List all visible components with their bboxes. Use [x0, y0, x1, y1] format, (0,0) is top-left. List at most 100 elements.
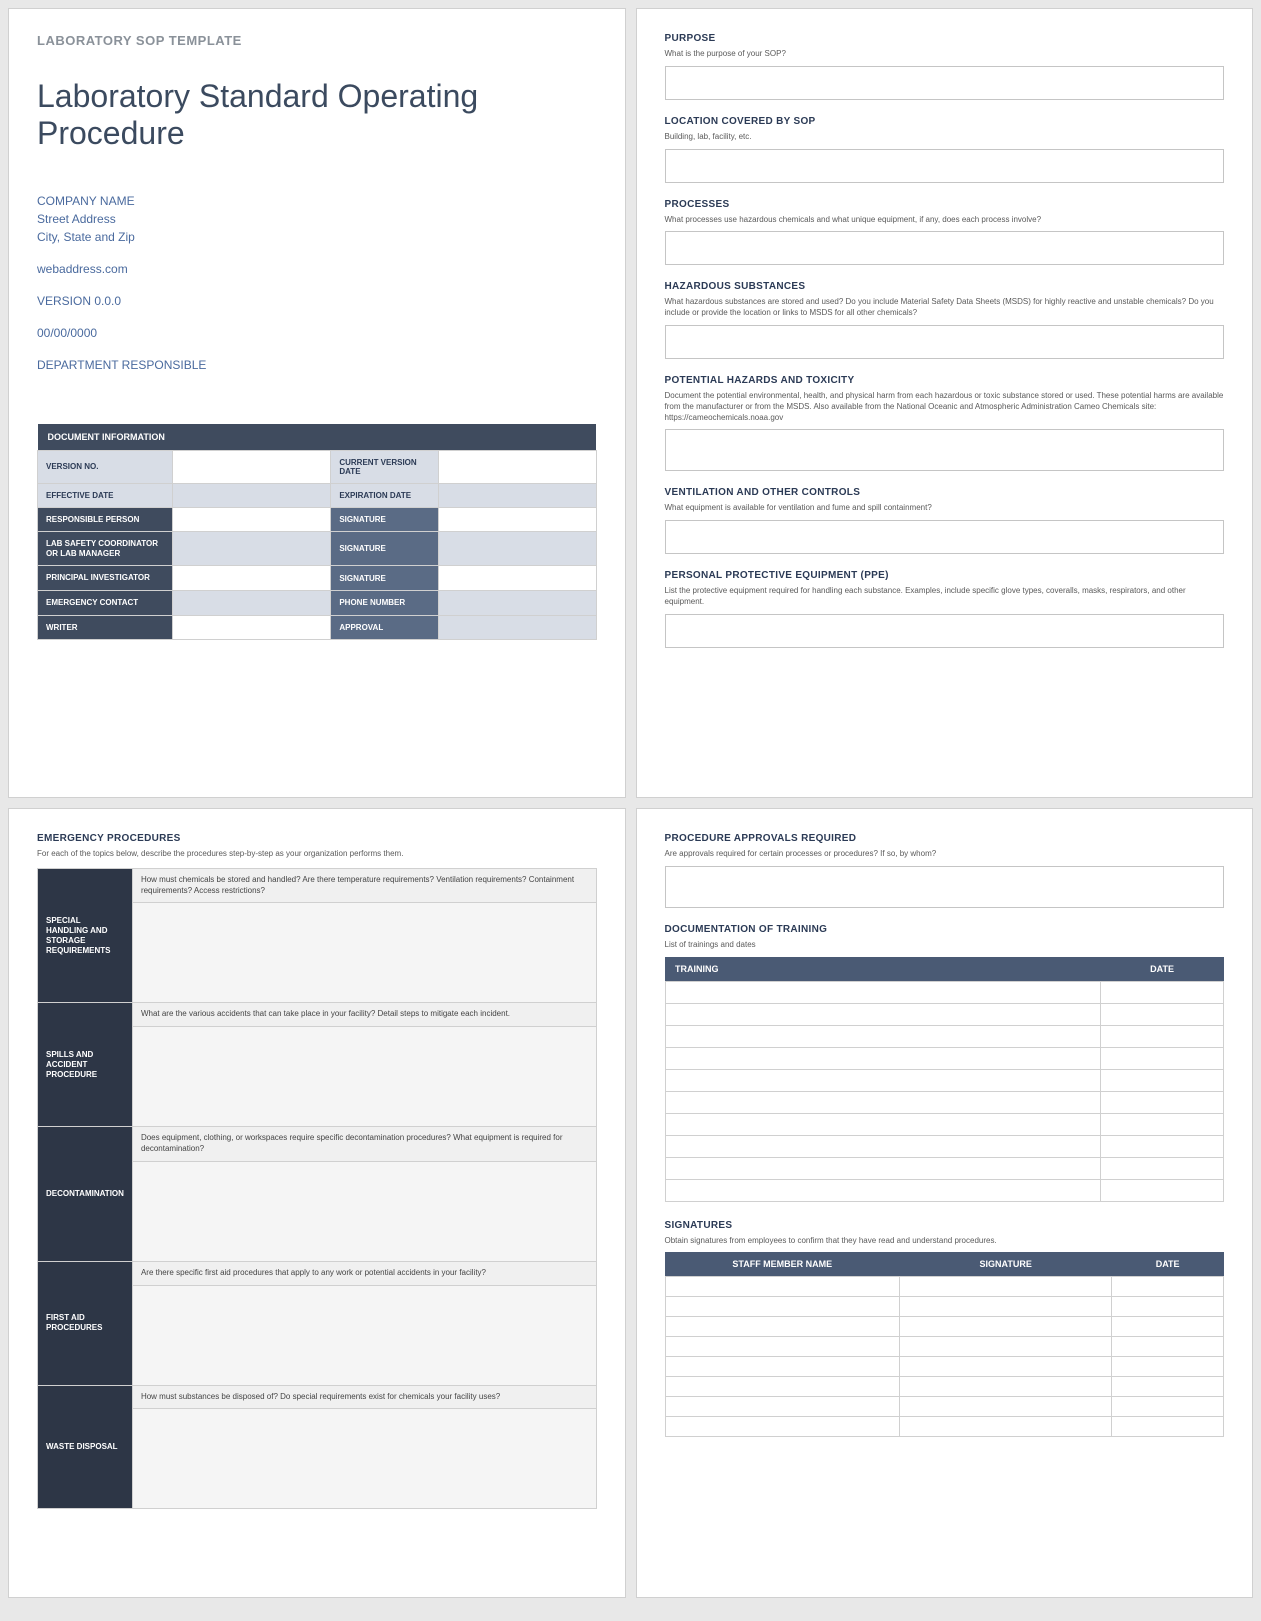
training-cell[interactable]: [665, 1113, 1101, 1135]
emerg-body-4[interactable]: [132, 1409, 596, 1509]
training-cell[interactable]: [665, 1025, 1101, 1047]
table-row: [665, 1277, 1224, 1297]
value-principal[interactable]: [173, 566, 331, 591]
sig-date-cell[interactable]: [1112, 1397, 1224, 1417]
table-row: [665, 1135, 1224, 1157]
sig-date-cell[interactable]: [1112, 1277, 1224, 1297]
value-approval[interactable]: [438, 615, 596, 640]
training-date-cell[interactable]: [1101, 1157, 1224, 1179]
value-phone[interactable]: [438, 590, 596, 615]
training-date-cell[interactable]: [1101, 1135, 1224, 1157]
sig-sig-cell[interactable]: [900, 1417, 1112, 1437]
value-effective-date[interactable]: [173, 483, 331, 507]
value-signature-3[interactable]: [438, 566, 596, 591]
input-approvals[interactable]: [665, 866, 1225, 908]
input-purpose[interactable]: [665, 66, 1225, 100]
template-label: LABORATORY SOP TEMPLATE: [37, 33, 597, 48]
value-current-version-date[interactable]: [438, 450, 596, 483]
table-row: [665, 981, 1224, 1003]
doc-info-header: DOCUMENT INFORMATION: [38, 424, 597, 451]
training-cell[interactable]: [665, 1157, 1101, 1179]
training-date-cell[interactable]: [1101, 1003, 1224, 1025]
table-row: [665, 1179, 1224, 1201]
value-signature-2[interactable]: [438, 532, 596, 566]
table-row: [665, 1317, 1224, 1337]
training-date-cell[interactable]: [1101, 981, 1224, 1003]
training-date-cell[interactable]: [1101, 1047, 1224, 1069]
emerg-label-4: WASTE DISPOSAL: [38, 1385, 133, 1509]
input-location[interactable]: [665, 149, 1225, 183]
sig-name-cell[interactable]: [665, 1377, 900, 1397]
emerg-prompt-0: How must chemicals be stored and handled…: [132, 868, 596, 903]
sig-name-cell[interactable]: [665, 1277, 900, 1297]
value-emergency-contact[interactable]: [173, 590, 331, 615]
page-2: PURPOSE What is the purpose of your SOP?…: [636, 8, 1254, 798]
input-processes[interactable]: [665, 231, 1225, 265]
sig-date-cell[interactable]: [1112, 1357, 1224, 1377]
training-table: TRAINING DATE: [665, 957, 1225, 1202]
training-cell[interactable]: [665, 1047, 1101, 1069]
sig-sig-cell[interactable]: [900, 1277, 1112, 1297]
training-cell[interactable]: [665, 1069, 1101, 1091]
value-signature-1[interactable]: [438, 507, 596, 532]
label-signature-2: SIGNATURE: [331, 532, 438, 566]
input-potential[interactable]: [665, 429, 1225, 471]
sig-date-cell[interactable]: [1112, 1297, 1224, 1317]
label-current-version-date: CURRENT VERSION DATE: [331, 450, 438, 483]
training-cell[interactable]: [665, 981, 1101, 1003]
value-responsible-person[interactable]: [173, 507, 331, 532]
sig-sig-cell[interactable]: [900, 1357, 1112, 1377]
training-date-cell[interactable]: [1101, 1025, 1224, 1047]
emerg-body-0[interactable]: [132, 903, 596, 1003]
training-date-cell[interactable]: [1101, 1091, 1224, 1113]
sig-name-cell[interactable]: [665, 1417, 900, 1437]
training-date-cell[interactable]: [1101, 1113, 1224, 1135]
value-lab-safety[interactable]: [173, 532, 331, 566]
sig-sig-cell[interactable]: [900, 1317, 1112, 1337]
sig-name-cell[interactable]: [665, 1317, 900, 1337]
sig-sig-cell[interactable]: [900, 1297, 1112, 1317]
emerg-body-2[interactable]: [132, 1161, 596, 1261]
training-cell[interactable]: [665, 1179, 1101, 1201]
sig-name-cell[interactable]: [665, 1357, 900, 1377]
desc-emergency: For each of the topics below, describe t…: [37, 849, 597, 860]
input-ppe[interactable]: [665, 614, 1225, 648]
emerg-label-2: DECONTAMINATION: [38, 1127, 133, 1262]
emerg-body-1[interactable]: [132, 1027, 596, 1127]
sig-sig-cell[interactable]: [900, 1337, 1112, 1357]
sig-date-cell[interactable]: [1112, 1337, 1224, 1357]
sig-name-cell[interactable]: [665, 1337, 900, 1357]
table-row: [665, 1297, 1224, 1317]
training-cell[interactable]: [665, 1003, 1101, 1025]
heading-potential: POTENTIAL HAZARDS AND TOXICITY: [665, 375, 1225, 386]
training-cell[interactable]: [665, 1091, 1101, 1113]
page-3: EMERGENCY PROCEDURES For each of the top…: [8, 808, 626, 1598]
heading-processes: PROCESSES: [665, 199, 1225, 210]
desc-location: Building, lab, facility, etc.: [665, 132, 1225, 143]
sig-name-cell[interactable]: [665, 1297, 900, 1317]
emerg-body-3[interactable]: [132, 1285, 596, 1385]
sig-date-cell[interactable]: [1112, 1417, 1224, 1437]
input-hazardous[interactable]: [665, 325, 1225, 359]
training-date-cell[interactable]: [1101, 1179, 1224, 1201]
label-signature-3: SIGNATURE: [331, 566, 438, 591]
desc-hazardous: What hazardous substances are stored and…: [665, 297, 1225, 319]
date-text: 00/00/0000: [37, 324, 597, 342]
document-information-table: DOCUMENT INFORMATION VERSION NO. CURRENT…: [37, 424, 597, 641]
input-ventilation[interactable]: [665, 520, 1225, 554]
section-hazardous: HAZARDOUS SUBSTANCES What hazardous subs…: [665, 281, 1225, 359]
company-meta: COMPANY NAME Street Address City, State …: [37, 192, 597, 374]
value-version-no[interactable]: [173, 450, 331, 483]
training-cell[interactable]: [665, 1135, 1101, 1157]
sig-name-cell[interactable]: [665, 1397, 900, 1417]
value-writer[interactable]: [173, 615, 331, 640]
training-date-cell[interactable]: [1101, 1069, 1224, 1091]
sig-sig-cell[interactable]: [900, 1377, 1112, 1397]
heading-ppe: PERSONAL PROTECTIVE EQUIPMENT (PPE): [665, 570, 1225, 581]
value-expiration-date[interactable]: [438, 483, 596, 507]
sig-sig-cell[interactable]: [900, 1397, 1112, 1417]
heading-approvals: PROCEDURE APPROVALS REQUIRED: [665, 833, 1225, 844]
sig-date-cell[interactable]: [1112, 1317, 1224, 1337]
sig-date-cell[interactable]: [1112, 1377, 1224, 1397]
section-ppe: PERSONAL PROTECTIVE EQUIPMENT (PPE) List…: [665, 570, 1225, 648]
